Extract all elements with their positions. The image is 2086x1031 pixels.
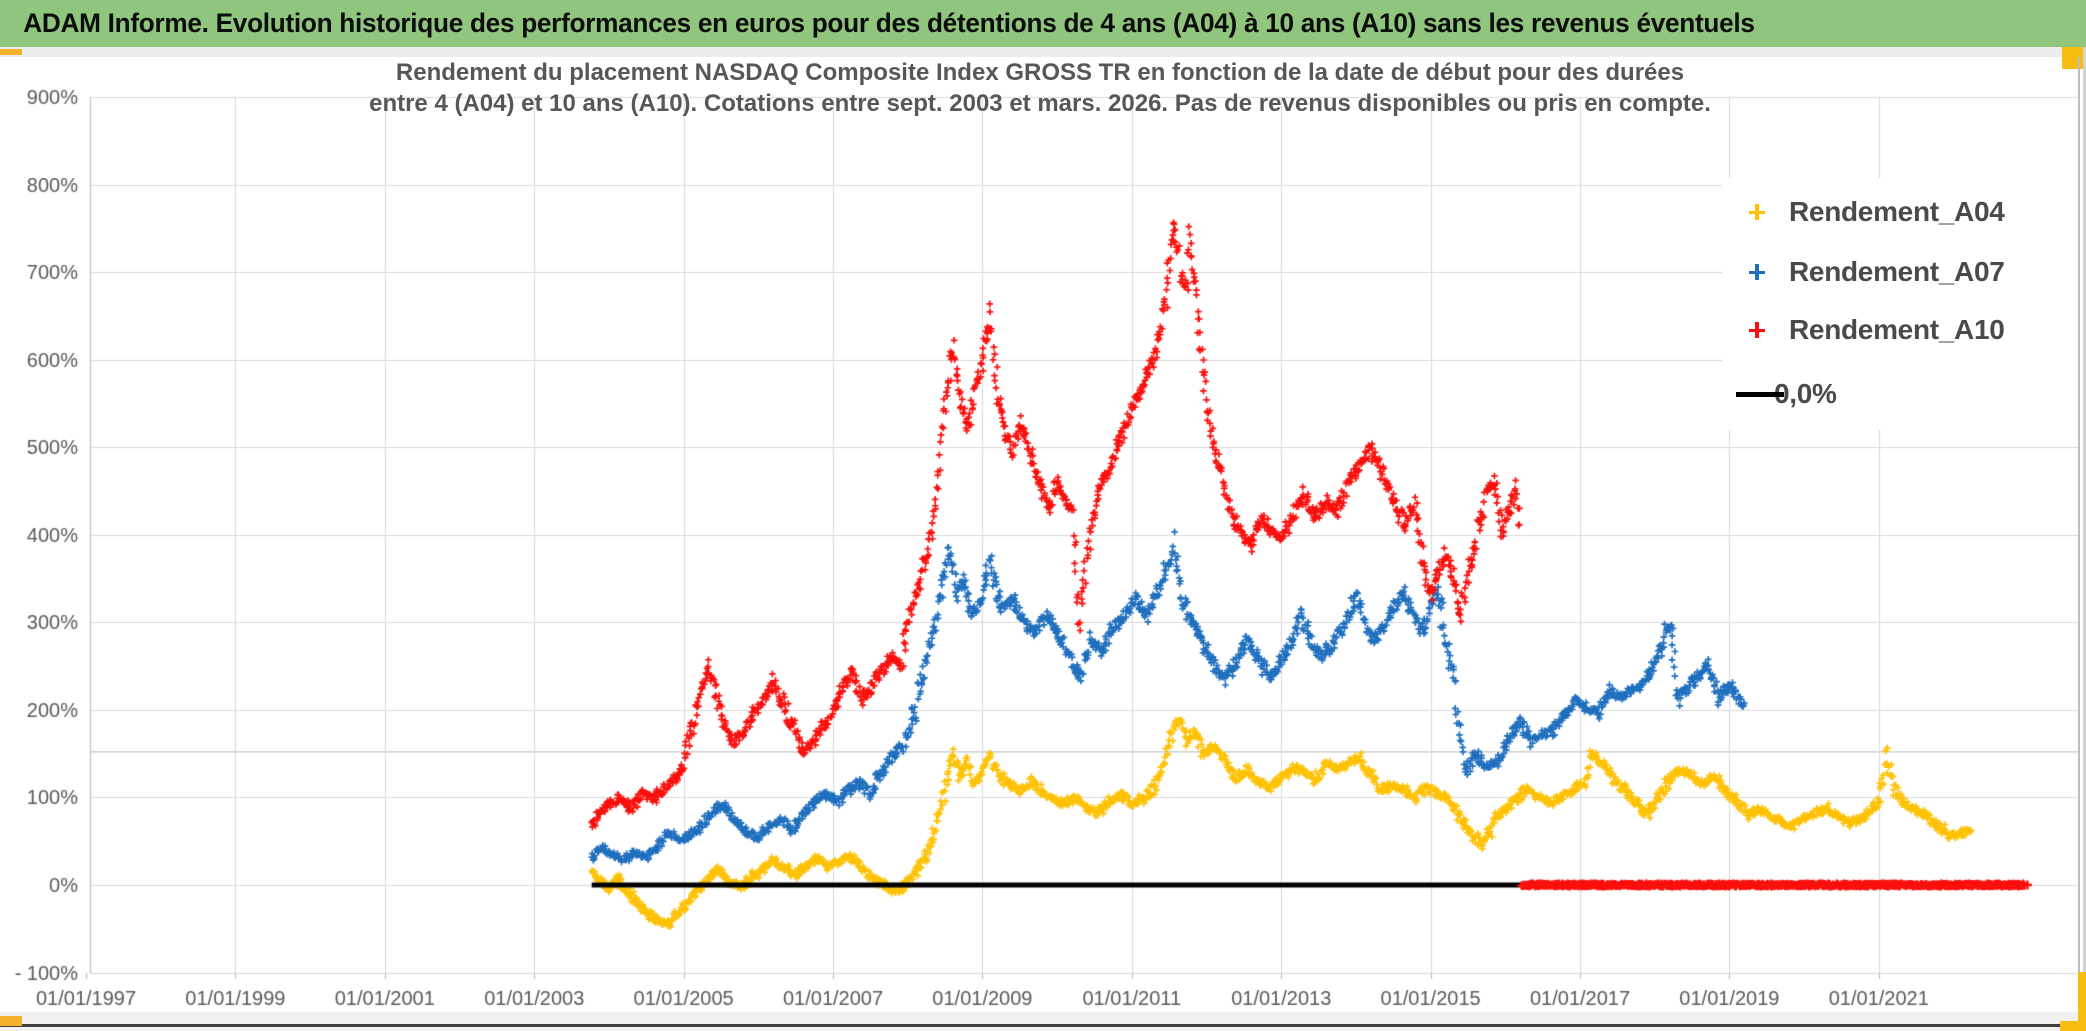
legend-background <box>1722 178 2078 430</box>
legend-item-rendement-a04: Rendement_A04 <box>1742 196 2005 228</box>
header-bar: ADAM Informe. Evolution historique des p… <box>0 0 2086 47</box>
chart-right-border <box>2078 57 2080 1012</box>
chart-title: Rendement du placement NASDAQ Composite … <box>280 57 1800 123</box>
spreadsheet-row-band-bottom <box>0 1012 2086 1031</box>
orange-accent-bottom-right-horizontal <box>2060 1021 2086 1031</box>
page-title: ADAM Informe. Evolution historique des p… <box>23 8 1755 38</box>
plus-marker-blue-icon <box>1742 257 1772 287</box>
plus-marker-gold-icon <box>1742 197 1772 227</box>
bottom-divider-line <box>0 1024 2080 1027</box>
legend-label: Rendement_A07 <box>1789 256 2005 287</box>
legend-label: Rendement_A04 <box>1789 196 2005 227</box>
legend-item-zero-line: 0,0% <box>1736 378 1837 410</box>
orange-accent-bottom-left <box>0 1016 22 1026</box>
plus-marker-red-icon <box>1742 315 1772 345</box>
chart-title-line1: Rendement du placement NASDAQ Composite … <box>395 59 1685 86</box>
legend-item-rendement-a07: Rendement_A07 <box>1742 256 2005 288</box>
orange-accent-top-right <box>2062 47 2083 69</box>
legend-label: 0,0% <box>1774 378 1837 409</box>
spreadsheet-row-band-top <box>0 47 2086 57</box>
orange-accent-top-left <box>0 49 22 55</box>
chart-title-line2: entre 4 (A04) et 10 ans (A10). Cotations… <box>369 90 1711 117</box>
orange-accent-bottom-right-vertical <box>2078 972 2086 1031</box>
right-gutter <box>2083 47 2086 1031</box>
zero-line-swatch-icon <box>1736 379 1784 409</box>
legend-label: Rendement_A10 <box>1789 314 2005 345</box>
legend-item-rendement-a10: Rendement_A10 <box>1742 314 2005 346</box>
